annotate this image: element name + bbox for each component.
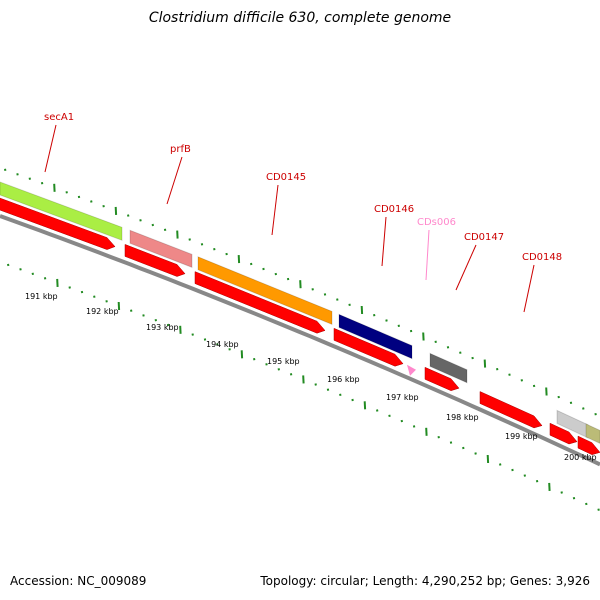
scale-label: 200 kbp — [564, 453, 597, 462]
gene-label-cd0145[interactable]: CD0145 — [266, 172, 306, 183]
label-leader-line — [166, 156, 183, 205]
cds-arrow[interactable] — [124, 244, 186, 277]
genome-backbone — [0, 214, 600, 467]
scale-label: 192 kbp — [86, 307, 119, 316]
ncrna-marker[interactable] — [407, 364, 416, 376]
cds-arrow[interactable] — [333, 327, 404, 367]
label-leader-line — [44, 124, 57, 173]
feature-bar-cd0146[interactable] — [338, 313, 413, 360]
scale-label: 191 kbp — [25, 292, 58, 301]
feature-bar-cd0147[interactable] — [429, 352, 468, 384]
label-leader-line — [381, 216, 387, 267]
gene-label-cd0146[interactable]: CD0146 — [374, 204, 414, 215]
label-leader-line — [271, 184, 279, 236]
scale-label: 194 kbp — [206, 340, 239, 349]
cds-arrow[interactable] — [424, 366, 460, 391]
feature-bar-seca1[interactable] — [0, 181, 123, 242]
gene-label-cd0148[interactable]: CD0148 — [522, 252, 562, 263]
gene-label-seca1[interactable]: secA1 — [44, 112, 74, 123]
cds-arrow[interactable] — [549, 422, 578, 445]
topology-text: Topology: circular; Length: 4,290,252 bp… — [260, 574, 590, 588]
label-leader-line — [455, 244, 477, 291]
scale-label: 196 kbp — [327, 375, 360, 384]
feature-bar-6[interactable] — [585, 423, 600, 444]
cds-arrow[interactable] — [479, 391, 543, 429]
gene-label-cds006[interactable]: CDs006 — [417, 217, 456, 228]
feature-bar-cd0145[interactable] — [197, 256, 333, 326]
scale-label: 197 kbp — [386, 393, 419, 402]
gene-label-cd0147[interactable]: CD0147 — [464, 232, 504, 243]
cds-arrow[interactable] — [0, 194, 116, 250]
feature-bar-prfb[interactable] — [129, 229, 193, 269]
cds-arrow[interactable] — [194, 271, 326, 334]
label-leader-line — [425, 229, 430, 281]
scale-label: 198 kbp — [446, 413, 479, 422]
label-leader-line — [523, 264, 535, 313]
cds-arrow[interactable] — [577, 435, 600, 455]
scale-label: 195 kbp — [267, 357, 300, 366]
scale-label: 199 kbp — [505, 432, 538, 441]
accession-text: Accession: NC_009089 — [10, 574, 147, 588]
gene-label-prfb[interactable]: prfB — [170, 144, 191, 155]
scale-label: 193 kbp — [146, 323, 179, 332]
map-title: Clostridium difficile 630, complete geno… — [148, 10, 452, 26]
